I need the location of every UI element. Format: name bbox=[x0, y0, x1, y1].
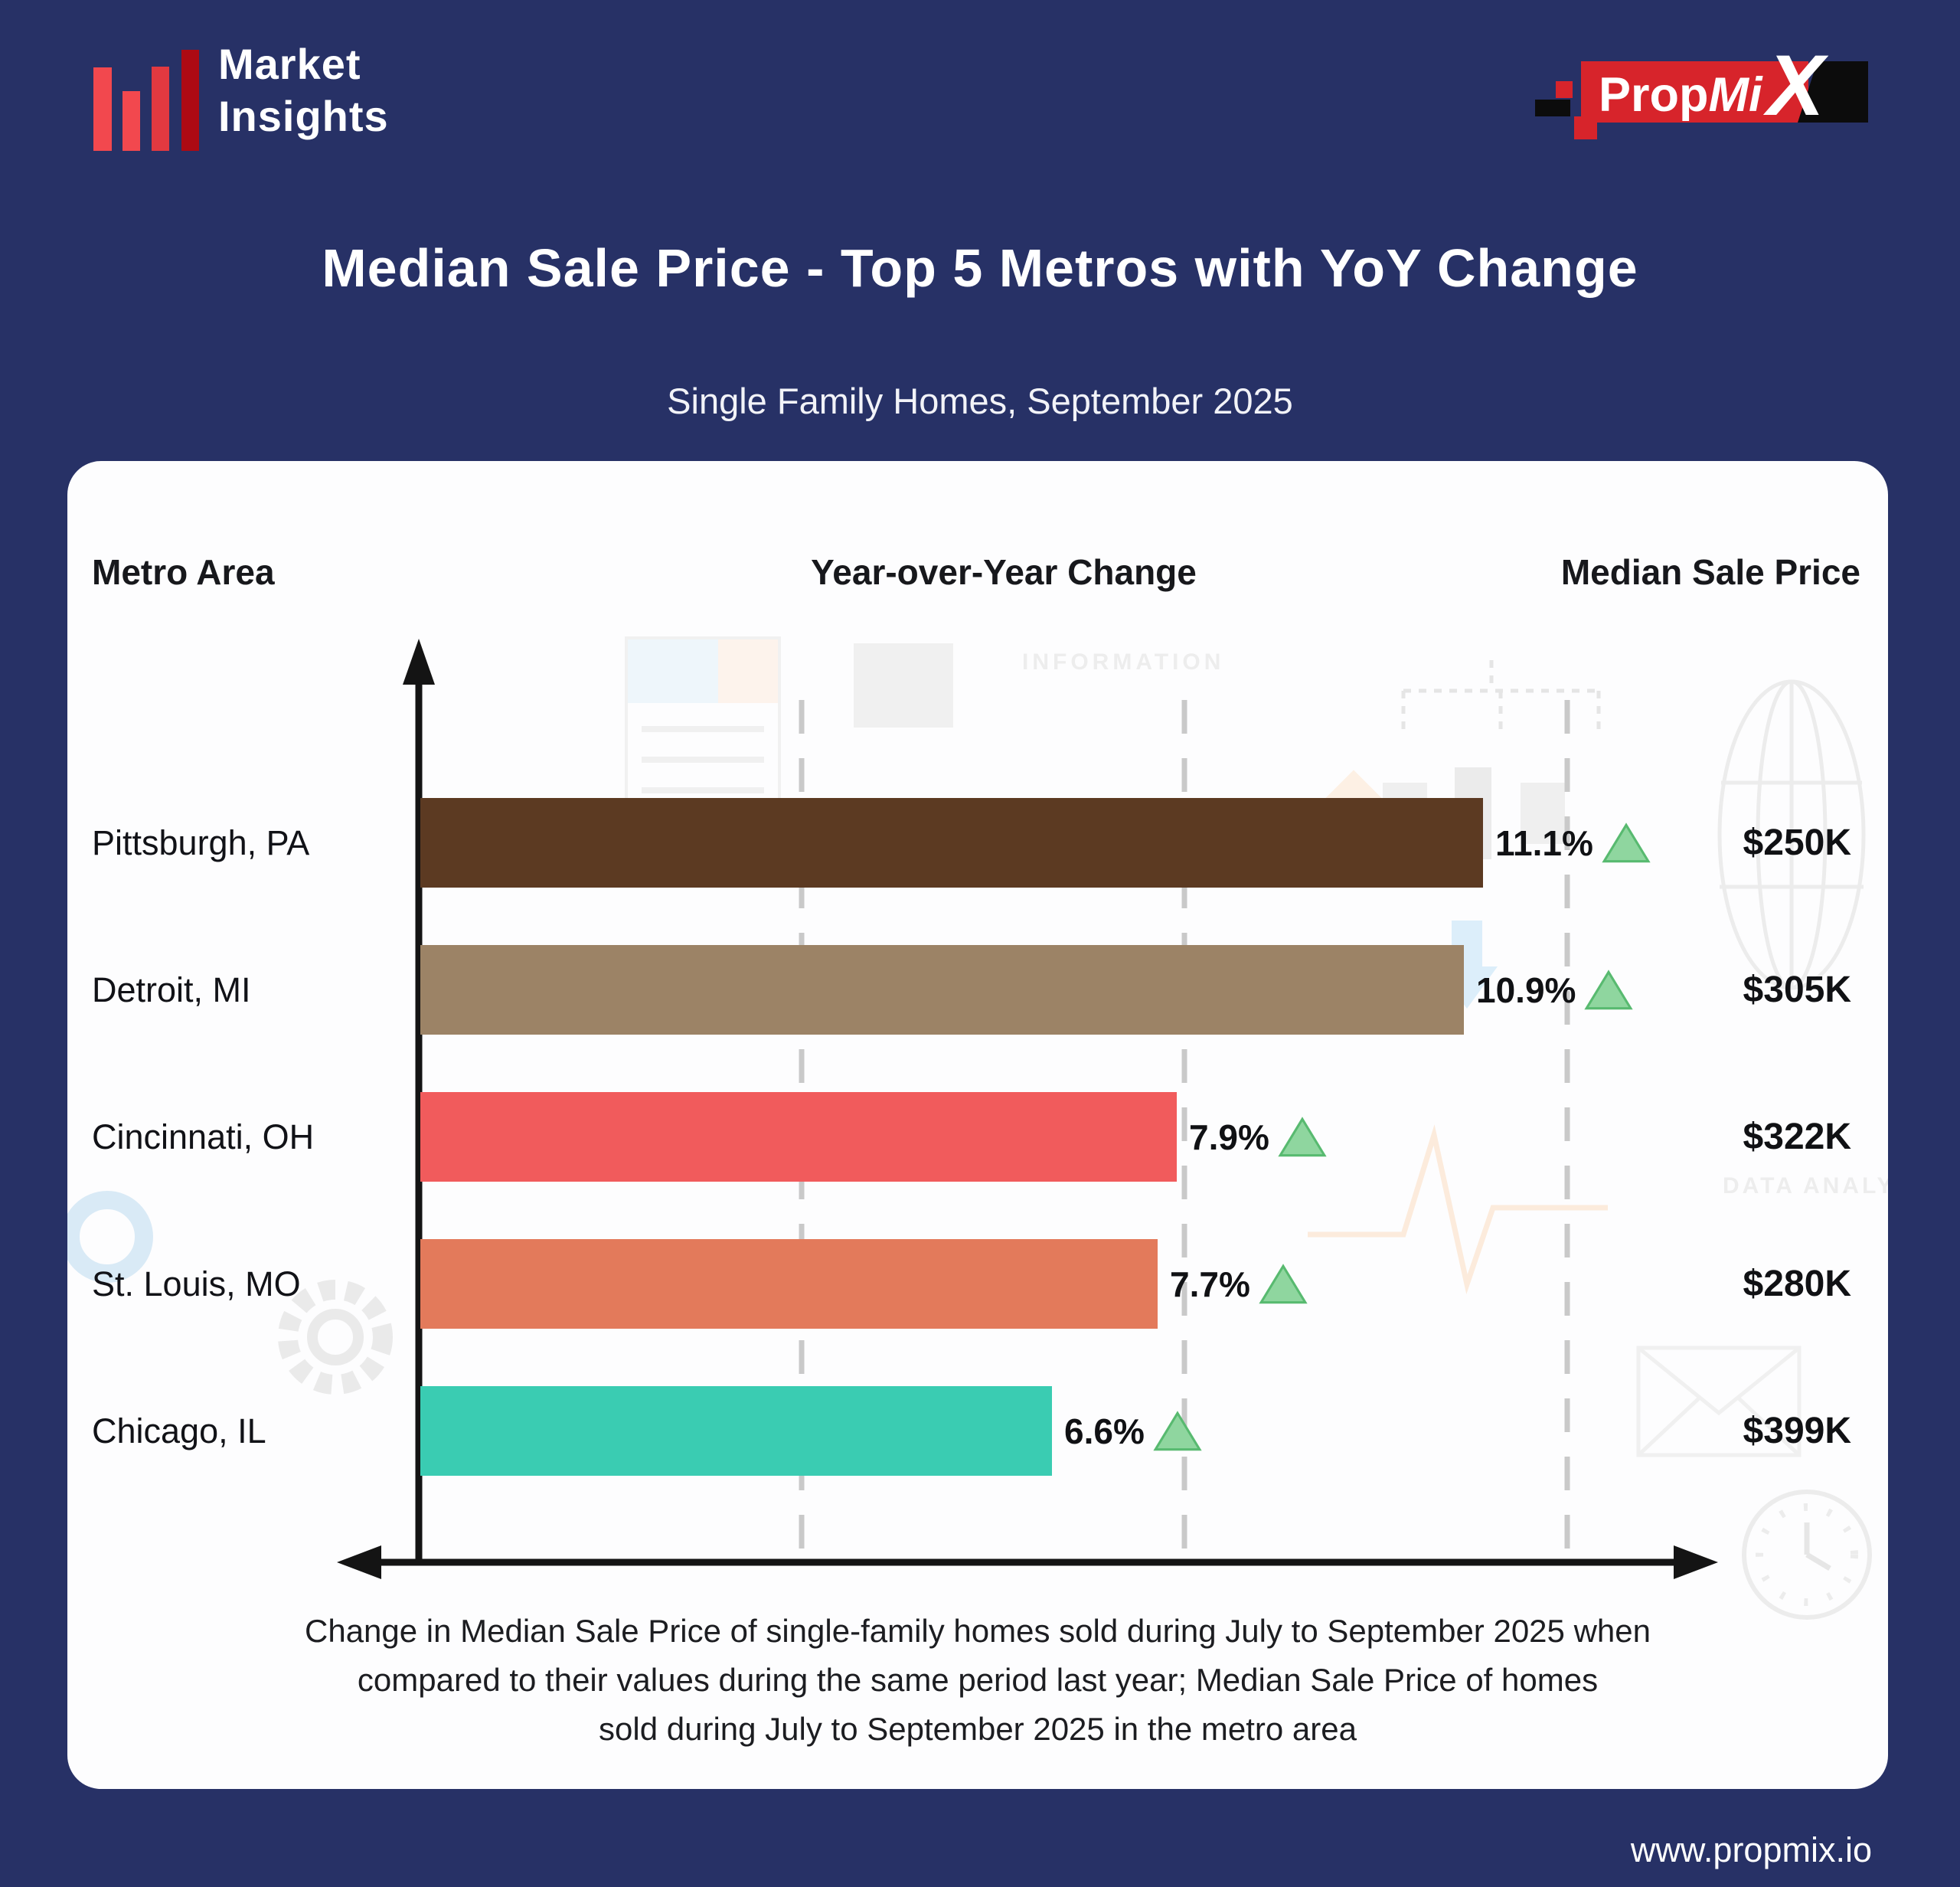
trend-up-icon bbox=[1153, 1410, 1202, 1450]
yoy-bar bbox=[420, 798, 1483, 888]
price-value: $250K bbox=[1743, 822, 1851, 863]
chart-row: Chicago, IL 6.6% $399K bbox=[67, 1386, 1888, 1476]
chart-row: St. Louis, MO 7.7% $280K bbox=[67, 1239, 1888, 1329]
column-header-metro: Metro Area bbox=[92, 552, 275, 592]
price-value: $305K bbox=[1743, 970, 1851, 1010]
svg-text:INFORMATION: INFORMATION bbox=[1022, 649, 1224, 675]
page-subtitle: Single Family Homes, September 2025 bbox=[667, 381, 1293, 421]
caption-line2: compared to their values during the same… bbox=[357, 1662, 1599, 1698]
propmix-wordmark: PropMi bbox=[1599, 67, 1762, 123]
brand-name-line1: Market bbox=[218, 40, 361, 88]
propmix-logo-pixel bbox=[1574, 116, 1597, 139]
yoy-value: 11.1% bbox=[1495, 822, 1593, 863]
metro-label: Pittsburgh, PA bbox=[92, 823, 310, 862]
trend-up-icon bbox=[1259, 1263, 1308, 1303]
axes bbox=[337, 639, 1718, 1579]
propmix-word-x: X bbox=[1767, 38, 1824, 133]
metro-label: Cincinnati, OH bbox=[92, 1117, 315, 1156]
caption-line1: Change in Median Sale Price of single-fa… bbox=[305, 1613, 1651, 1649]
yoy-value: 6.6% bbox=[1064, 1411, 1145, 1451]
price-value: $280K bbox=[1743, 1264, 1851, 1304]
column-header-yoy: Year-over-Year Change bbox=[811, 552, 1197, 592]
logo-bar-chart-icon bbox=[122, 91, 140, 151]
chart-row: Cincinnati, OH 7.9% $322K bbox=[67, 1092, 1888, 1182]
chart-card: INFORMATION bbox=[67, 461, 1888, 1789]
propmix-word-mi: Mi bbox=[1708, 68, 1762, 122]
trend-up-icon bbox=[1584, 969, 1634, 1009]
svg-text:DATA ANALYSIS: DATA ANALYSIS bbox=[1723, 1173, 1888, 1199]
brand-name-line2: Insights bbox=[218, 92, 389, 140]
trend-up-icon bbox=[1602, 822, 1651, 862]
propmix-logo-red-banner bbox=[1581, 61, 1808, 123]
logo-bar-chart-icon bbox=[181, 50, 199, 151]
yoy-bar bbox=[420, 1092, 1177, 1182]
metro-label: Chicago, IL bbox=[92, 1411, 266, 1450]
yoy-value: 7.7% bbox=[1170, 1264, 1250, 1304]
yoy-value: 7.9% bbox=[1189, 1117, 1269, 1157]
propmix-logo-pixel bbox=[1535, 100, 1570, 116]
yoy-bar bbox=[420, 945, 1464, 1035]
propmix-logo-pixel bbox=[1556, 81, 1573, 98]
page-title: Median Sale Price - Top 5 Metros with Yo… bbox=[322, 238, 1638, 298]
yoy-value: 10.9% bbox=[1476, 970, 1576, 1010]
logo-bar-chart-icon bbox=[152, 67, 169, 151]
metro-label: Detroit, MI bbox=[92, 970, 251, 1009]
chart-row: Detroit, MI 10.9% $305K bbox=[67, 945, 1888, 1035]
yoy-bar bbox=[420, 1239, 1158, 1329]
metro-label: St. Louis, MO bbox=[92, 1264, 301, 1303]
propmix-word-prop: Prop bbox=[1599, 68, 1709, 122]
price-value: $399K bbox=[1743, 1411, 1851, 1451]
yoy-bar bbox=[420, 1386, 1052, 1476]
column-header-price: Median Sale Price bbox=[1560, 552, 1860, 592]
chart-caption: Change in Median Sale Price of single-fa… bbox=[67, 1607, 1888, 1754]
chart-row: Pittsburgh, PA 11.1% $250K bbox=[67, 798, 1888, 888]
trend-up-icon bbox=[1278, 1116, 1327, 1156]
price-value: $322K bbox=[1743, 1117, 1851, 1157]
brand-name: Market Insights bbox=[218, 38, 389, 142]
logo-bar-chart-icon bbox=[93, 67, 112, 151]
website-url: www.propmix.io bbox=[1630, 1830, 1872, 1869]
caption-line3: sold during July to September 2025 in th… bbox=[599, 1711, 1357, 1747]
